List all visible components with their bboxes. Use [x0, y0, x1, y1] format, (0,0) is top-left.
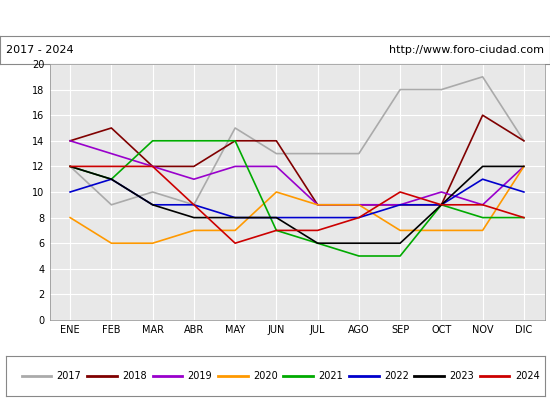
- Text: 2017 - 2024: 2017 - 2024: [6, 45, 73, 55]
- Text: 2020: 2020: [253, 371, 278, 381]
- Text: 2024: 2024: [515, 371, 540, 381]
- Text: 2023: 2023: [449, 371, 474, 381]
- Text: http://www.foro-ciudad.com: http://www.foro-ciudad.com: [389, 45, 544, 55]
- Text: 2022: 2022: [384, 371, 409, 381]
- Text: 2017: 2017: [57, 371, 81, 381]
- Text: Evolucion del paro registrado en Sotalbo: Evolucion del paro registrado en Sotalbo: [134, 11, 416, 25]
- Text: 2019: 2019: [188, 371, 212, 381]
- Text: 2018: 2018: [122, 371, 147, 381]
- Text: 2021: 2021: [318, 371, 343, 381]
